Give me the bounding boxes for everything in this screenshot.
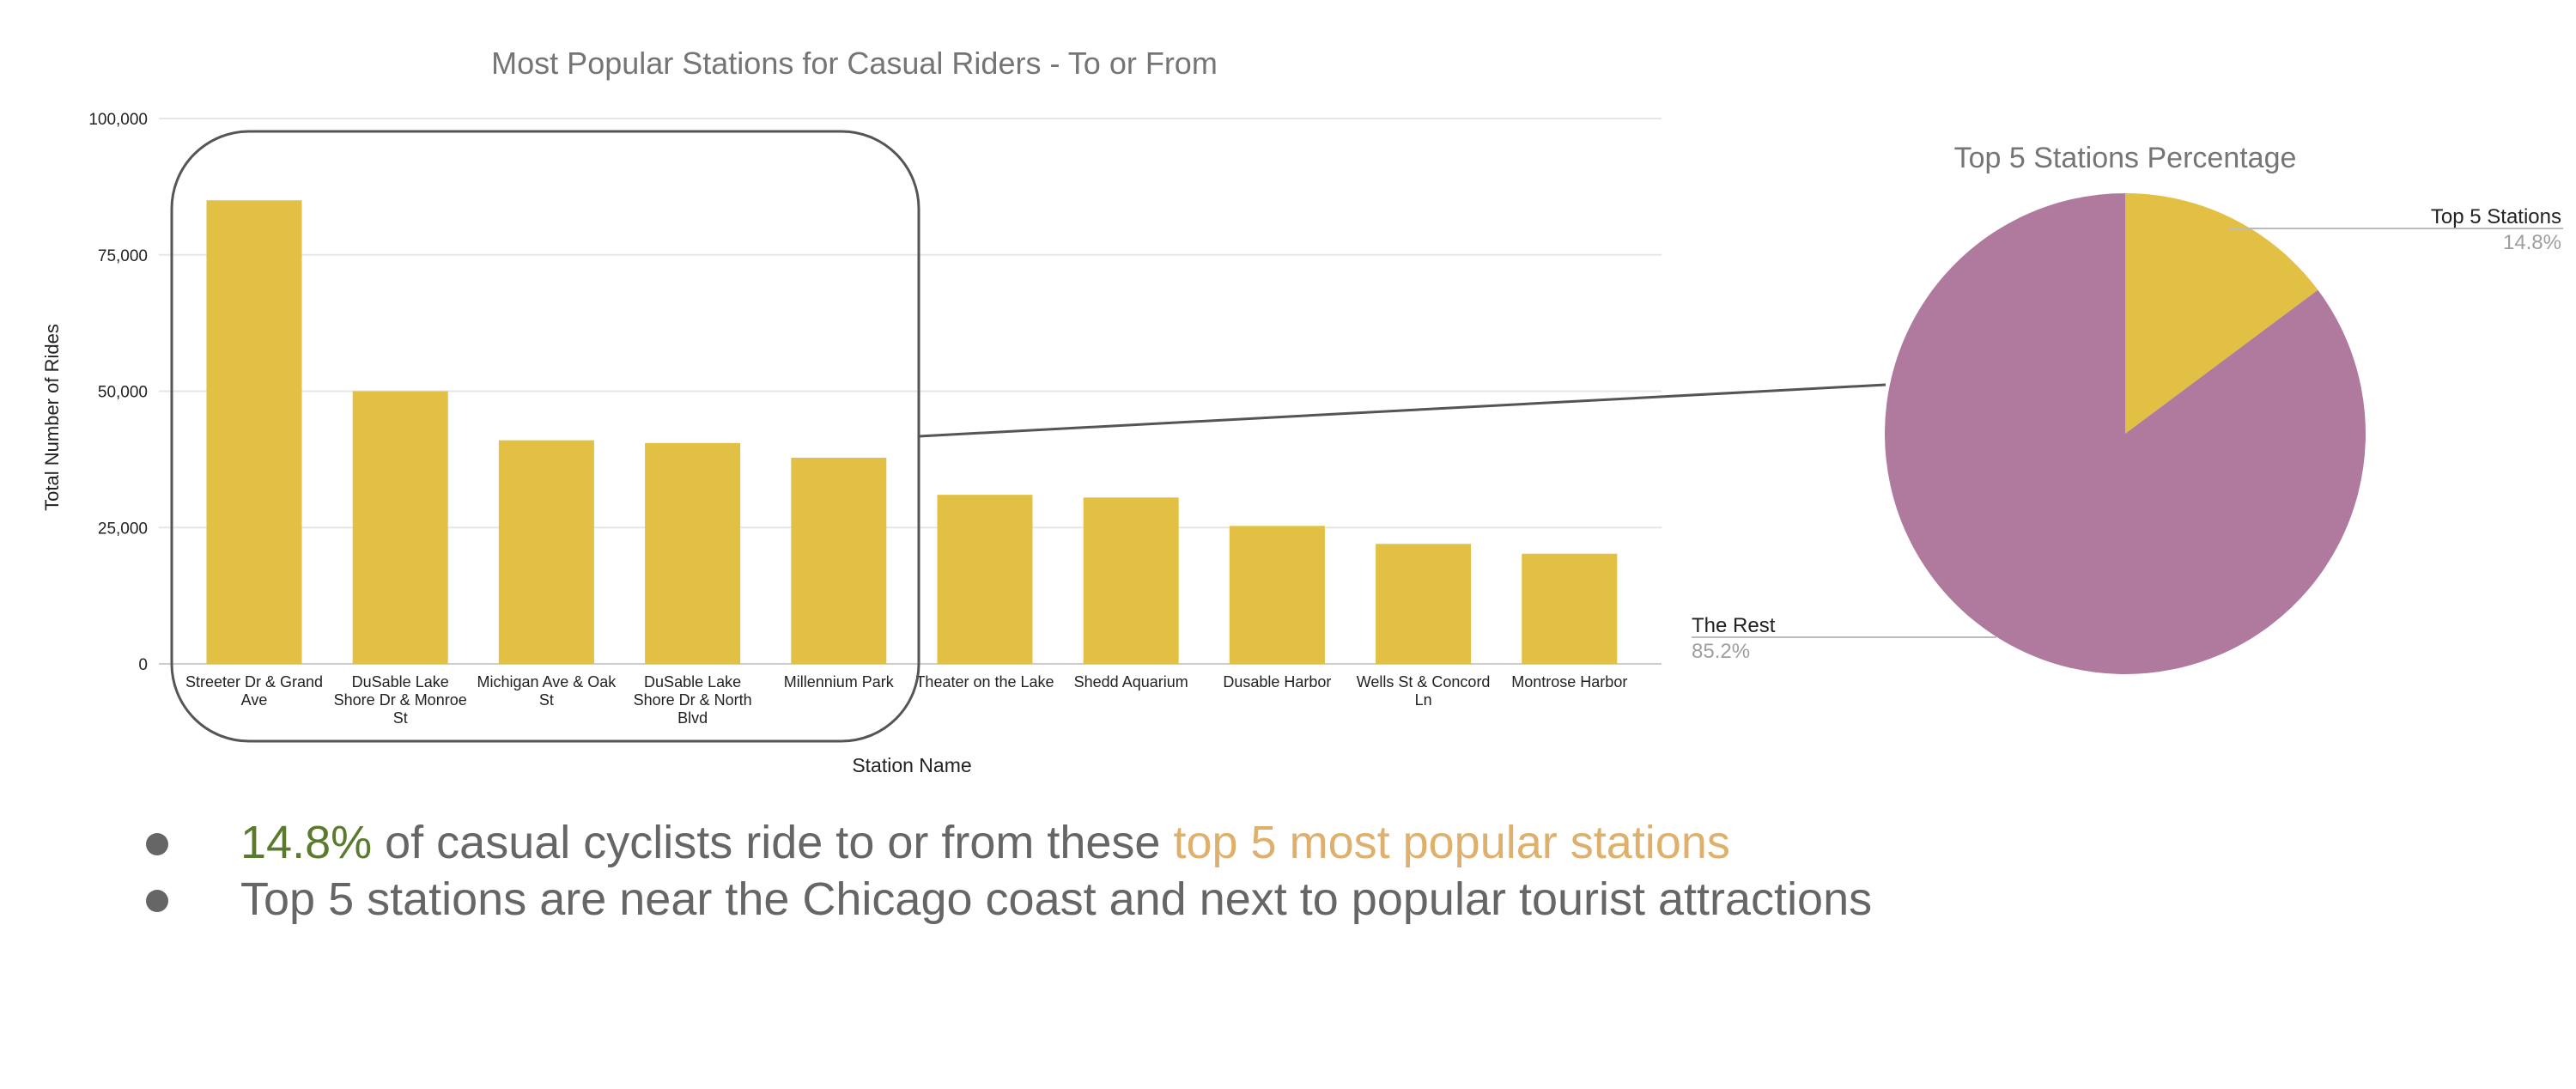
summary-bullets: 14.8% of casual cyclists ride to or from… <box>146 814 2464 928</box>
bar-chart-x-axis: Streeter Dr & Grand Ave DuSable Lake Shore … <box>185 673 1627 727</box>
bar-5 <box>791 457 887 664</box>
bar-chart-title: Most Popular Stations for Casual Riders … <box>491 46 1218 81</box>
y-tick-label: 100,000 <box>88 111 148 129</box>
bar-7 <box>1083 497 1179 664</box>
pie-chart-title: Top 5 Stations Percentage <box>1954 142 2297 174</box>
bar-1 <box>206 200 302 664</box>
highlight-percent: 14.8% <box>240 817 373 868</box>
bar-chart-y-axis-label: Total Number of Rides <box>41 324 63 511</box>
bar-chart-bars <box>206 200 1618 664</box>
x-tick-label: Wells St & Concord Ln <box>1357 673 1491 709</box>
x-tick-label: Dusable Harbor <box>1223 673 1331 691</box>
pie-slice-rest <box>1885 193 2366 674</box>
pie-label-top5: Top 5 Stations <box>2431 205 2561 228</box>
x-tick-label: Shedd Aquarium <box>1074 673 1188 691</box>
x-tick-label: Streeter Dr & Grand Ave <box>185 673 323 709</box>
pie-value-rest: 85.2% <box>1692 640 1750 663</box>
y-tick-label: 0 <box>138 656 148 674</box>
pie-label-rest: The Rest <box>1692 614 1776 637</box>
x-tick-label: DuSable Lake Shore Dr & North Blvd <box>634 673 752 727</box>
bar-chart-y-axis: 0 25,000 50,000 75,000 100,000 <box>88 111 148 674</box>
pie-value-top5: 14.8% <box>2503 231 2561 254</box>
x-tick-label: DuSable Lake Shore Dr & Monroe St <box>334 673 467 727</box>
bullet-text-2: Top 5 stations are near the Chicago coas… <box>240 873 1873 925</box>
bar-chart: Most Popular Stations for Casual Riders … <box>41 46 1662 776</box>
y-tick-label: 25,000 <box>98 520 148 538</box>
connector-line <box>918 383 1886 438</box>
x-tick-label: Montrose Harbor <box>1511 673 1627 691</box>
bullet-text-1-middle: of casual cyclists ride to or from these <box>372 817 1174 868</box>
pie-chart: Top 5 Stations Percentage Top 5 Stations… <box>1692 142 2563 674</box>
bar-4 <box>645 442 741 664</box>
bar-2 <box>352 391 448 664</box>
bar-8 <box>1229 526 1325 664</box>
bar-10 <box>1522 553 1618 664</box>
bullet-text-1: 14.8% of casual cyclists ride to or from… <box>240 814 1730 871</box>
bullet-dot-icon <box>146 890 168 912</box>
y-tick-label: 50,000 <box>98 384 148 402</box>
bar-3 <box>498 440 594 664</box>
x-tick-label: Theater on the Lake <box>915 673 1054 691</box>
y-tick-label: 75,000 <box>98 247 148 265</box>
x-tick-label: Michigan Ave & Oak St <box>477 673 617 709</box>
bar-6 <box>937 495 1033 664</box>
x-tick-label: Millennium Park <box>784 673 895 691</box>
bullet-item-1: 14.8% of casual cyclists ride to or from… <box>146 814 2464 871</box>
pie-slices <box>1885 193 2366 674</box>
bar-9 <box>1376 544 1472 664</box>
highlight-phrase: top 5 most popular stations <box>1173 817 1730 868</box>
bullet-item-2: Top 5 stations are near the Chicago coas… <box>146 871 2464 928</box>
pie-slice-top5 <box>2125 193 2318 434</box>
bar-chart-x-axis-label: Station Name <box>852 754 971 776</box>
bullet-dot-icon <box>146 833 168 855</box>
